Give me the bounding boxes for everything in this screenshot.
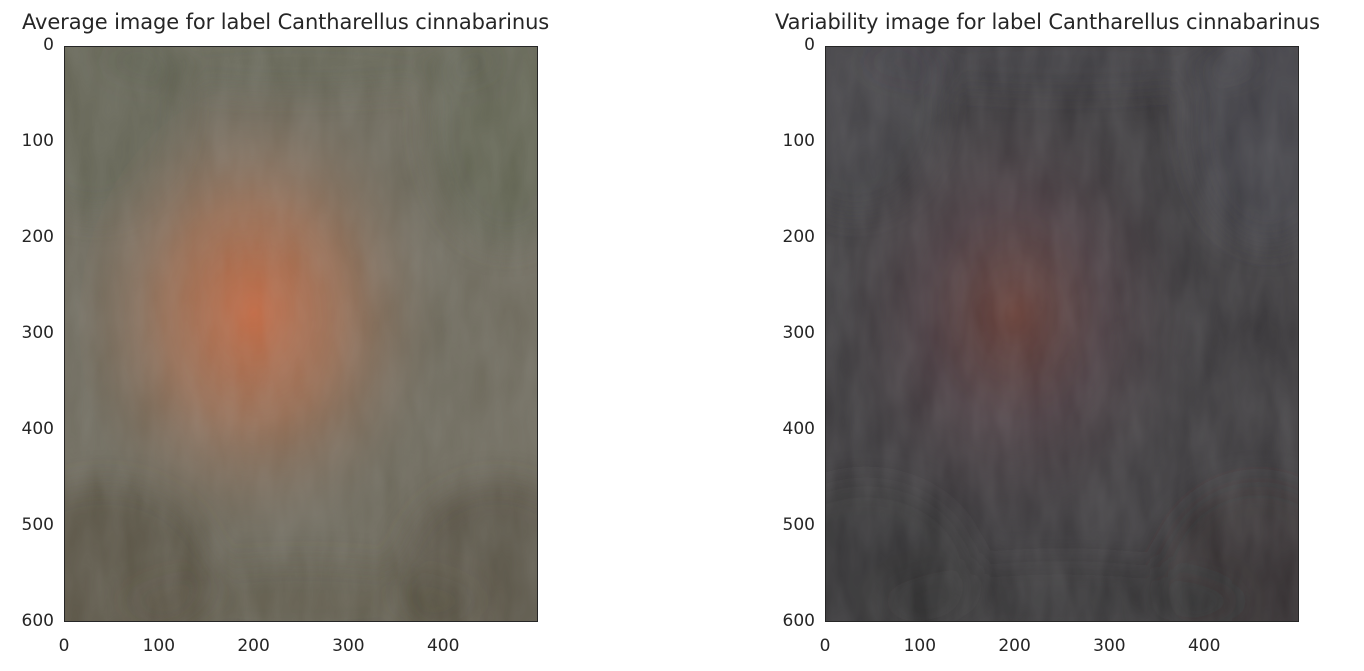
variability-xtick-label: 100 — [903, 636, 937, 656]
variability-image-title: Variability image for label Cantharellus… — [775, 10, 1320, 34]
variability-ytick-label: 0 — [804, 35, 815, 55]
average-ytick-label: 100 — [21, 131, 54, 151]
variability-ytick-label: 400 — [782, 419, 815, 439]
average-image-title: Average image for label Cantharellus cin… — [22, 10, 550, 34]
average-ytick-label: 0 — [43, 35, 54, 55]
average-ytick-label: 600 — [21, 611, 54, 631]
variability-ytick-label: 200 — [782, 227, 815, 247]
average-image-noise — [65, 47, 537, 621]
average-ytick-label: 200 — [21, 227, 54, 247]
average-ytick-label: 400 — [21, 419, 54, 439]
average-image-plot — [65, 47, 537, 621]
average-xtick-label: 300 — [332, 636, 365, 656]
variability-ytick-label: 600 — [782, 611, 815, 631]
variability-ytick-label: 100 — [782, 131, 815, 151]
average-image-axes — [64, 46, 538, 622]
average-xtick-label: 0 — [58, 636, 70, 656]
variability-image-axes — [825, 46, 1299, 622]
variability-image-noise — [826, 47, 1298, 621]
variability-xtick-label: 400 — [1187, 636, 1221, 656]
average-xtick-label: 200 — [237, 636, 270, 656]
variability-xtick-label: 200 — [998, 636, 1031, 656]
average-ytick-label: 500 — [21, 515, 54, 535]
variability-ytick-label: 300 — [782, 323, 815, 343]
variability-image-plot — [826, 47, 1298, 621]
average-xtick-label: 100 — [142, 636, 176, 656]
variability-xtick-label: 300 — [1093, 636, 1126, 656]
variability-xtick-label: 0 — [819, 636, 831, 656]
variability-ytick-label: 500 — [782, 515, 815, 535]
average-xtick-label: 400 — [426, 636, 460, 656]
average-ytick-label: 300 — [21, 323, 54, 343]
